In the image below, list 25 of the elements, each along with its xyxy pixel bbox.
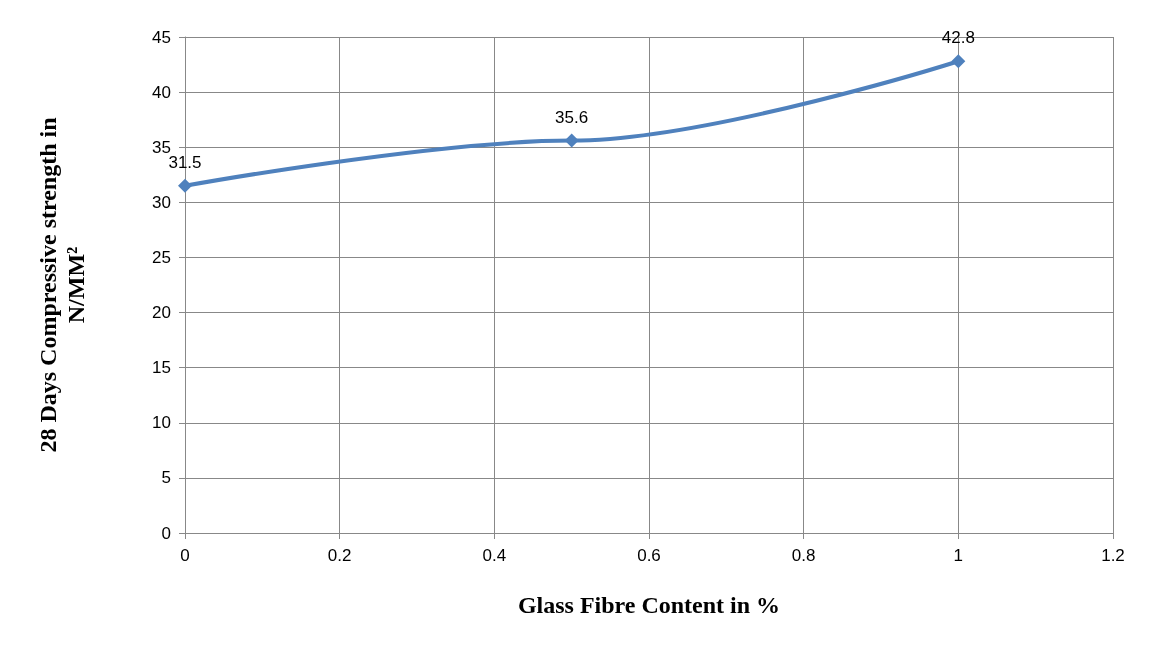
y-tick-label: 25 xyxy=(152,247,171,267)
x-tick-label: 1 xyxy=(953,546,964,565)
y-tick-label: 10 xyxy=(152,413,171,433)
y-tick-label: 15 xyxy=(152,358,171,378)
y-tick-label: 5 xyxy=(161,468,171,488)
y-tick-label: 0 xyxy=(161,523,171,543)
y-tick-label: 40 xyxy=(152,82,171,102)
point xyxy=(178,178,192,193)
data-label: 35.6 xyxy=(555,107,589,127)
data-label: 31.5 xyxy=(168,152,202,172)
data-label: 42.8 xyxy=(941,28,975,48)
x-tick-label: 0.4 xyxy=(482,546,507,565)
y-tick-label: 45 xyxy=(152,27,171,47)
y-axis-title: 28 Days Compressive strength in N/MM² xyxy=(35,117,89,453)
point xyxy=(951,54,966,69)
x-tick-label: 0.6 xyxy=(637,546,661,565)
x-tick-label: 0 xyxy=(180,546,190,565)
point xyxy=(564,133,579,148)
y-tick-label: 20 xyxy=(152,303,171,323)
x-tick-label: 1.2 xyxy=(1101,546,1125,565)
x-tick-label: 0.8 xyxy=(791,546,816,565)
y-tick-label: 35 xyxy=(152,137,171,157)
y-tick-label: 30 xyxy=(152,192,171,212)
x-tick-label: 0.2 xyxy=(327,546,352,565)
x-axis-title: Glass Fibre Content in % xyxy=(517,592,781,618)
